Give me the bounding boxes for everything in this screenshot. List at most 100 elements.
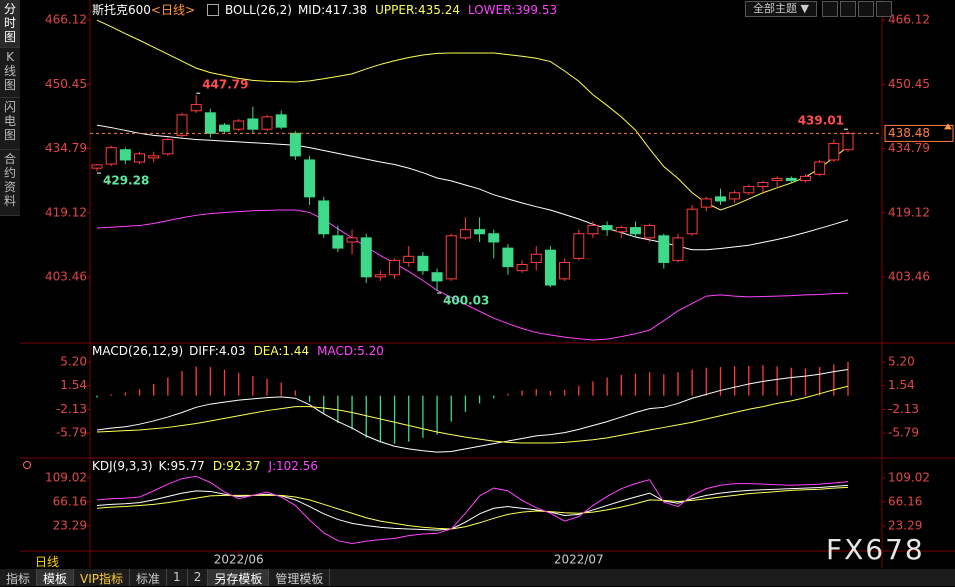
indicator-line — [96, 486, 849, 530]
candle-body — [573, 233, 585, 259]
tool-button[interactable]: 模板 — [37, 569, 75, 586]
candle-body — [644, 225, 656, 239]
toolbar: 指标 模板 VIP指标 标准 1 2 另存模板 管理模板 — [0, 569, 955, 586]
legend-entry: UPPER:435.24 — [375, 2, 460, 17]
legend-entry: D:92.37 — [212, 459, 261, 473]
candle-body — [261, 116, 273, 130]
candle-body — [587, 225, 599, 235]
tab-contract[interactable]: 合约资料 — [0, 150, 20, 216]
candle-body — [785, 177, 797, 181]
candle-body — [134, 153, 146, 163]
main-legend: 斯托克600 <日线> BOLL(26,2) MID:417.38 UPPER:4… — [92, 1, 557, 18]
y-tick-label: 419.12 — [888, 205, 930, 219]
indicator-line — [96, 475, 849, 545]
legend-entry: MID:417.38 — [297, 2, 368, 17]
tool-button[interactable]: 管理模板 — [269, 569, 331, 586]
x-tick-label: 2022/06 — [214, 553, 264, 567]
legend-entry: DEA:1.44 — [253, 344, 310, 358]
y-tick-label: 403.46 — [888, 269, 930, 283]
candle-body — [304, 159, 316, 198]
tool-button[interactable]: 指标 — [0, 569, 38, 586]
candle-body — [757, 182, 769, 188]
candle-body — [530, 253, 542, 263]
candle-body — [374, 274, 386, 278]
series-legend: K:95.77 D:92.37 J:102.56 — [159, 459, 318, 473]
candle-body — [516, 264, 528, 272]
theme-select[interactable]: 全部主题 ▼ — [745, 1, 817, 17]
macd-title: MACD(26,12,9) — [92, 344, 184, 358]
y-tick-label: 403.46 — [45, 269, 87, 283]
last-price-box — [884, 124, 954, 142]
y-tick-label: 434.79 — [45, 141, 87, 155]
candle-body — [474, 229, 486, 235]
candle-body — [346, 237, 358, 243]
icon-button[interactable] — [840, 1, 856, 17]
annotation: 400.03 — [443, 294, 489, 308]
candle-body — [204, 112, 216, 134]
period-label[interactable]: 日线 — [35, 555, 60, 569]
candle-body — [162, 138, 174, 155]
candle-body — [686, 208, 698, 235]
candle-body — [502, 247, 514, 268]
y-tick-label: -5.79 — [56, 426, 87, 440]
y-tick-label: 66.16 — [888, 494, 922, 508]
candle-body — [233, 120, 245, 130]
tool-button[interactable]: VIP指标 — [74, 569, 131, 586]
tab-flash[interactable]: 闪电图 — [0, 98, 20, 150]
candle-body — [190, 104, 202, 112]
legend-entry: J:102.56 — [268, 459, 319, 473]
candle-body — [799, 175, 811, 181]
indicator-line — [96, 19, 849, 211]
candle-body — [332, 235, 344, 249]
tool-button[interactable]: 2 — [188, 569, 209, 586]
candle-body — [488, 233, 500, 243]
boll-icon[interactable] — [207, 3, 220, 16]
series-legend: MID:417.38 UPPER:435.24 LOWER:399.53 — [298, 3, 557, 17]
y-tick-label: 466.12 — [45, 13, 87, 27]
price-arrow — [944, 123, 952, 130]
indicator-line — [96, 368, 849, 453]
annotation: 447.79 — [202, 78, 248, 92]
kdj-legend: KDJ(9,3,3) K:95.77 D:92.37 J:102.56 — [92, 459, 318, 473]
icon-button[interactable] — [876, 1, 892, 17]
indicator-line — [96, 484, 849, 531]
legend-entry: DIFF:4.03 — [189, 344, 246, 358]
candle-body — [743, 186, 755, 194]
annotation: 429.28 — [103, 174, 149, 188]
candle-body — [389, 259, 401, 276]
y-tick-label: 5.20 — [888, 354, 915, 368]
tool-button[interactable]: 1 — [167, 569, 188, 586]
indicator: BOLL(26,2) — [225, 2, 292, 17]
icon-button[interactable] — [822, 1, 838, 17]
candle-body — [403, 255, 415, 263]
theme-text: 全部主题 — [753, 2, 798, 15]
y-tick-label: 450.45 — [45, 77, 87, 91]
legend-entry: MACD:5.20 — [317, 344, 384, 358]
candle-body — [629, 227, 641, 235]
candle-body — [729, 192, 741, 200]
candle-body — [417, 255, 429, 272]
candle-body — [105, 147, 117, 165]
last-price-label: 438.48 — [888, 126, 930, 140]
candle-body — [148, 155, 160, 159]
y-tick-label: 450.45 — [888, 77, 930, 91]
y-tick-label: 23.29 — [53, 518, 87, 532]
candle-body — [672, 237, 684, 261]
candle-body — [176, 114, 188, 136]
candle-body — [459, 229, 471, 239]
y-tick-label: -2.13 — [56, 402, 87, 416]
candle-body — [275, 114, 287, 128]
candle-body — [700, 198, 712, 208]
y-tick-label: 434.79 — [888, 141, 930, 155]
y-tick-label: 23.29 — [888, 518, 922, 532]
tab-kline[interactable]: K线图 — [0, 48, 20, 98]
tab-timeshare[interactable]: 分时图 — [0, 0, 20, 48]
y-tick-label: 419.12 — [45, 205, 87, 219]
y-tick-label: 1.54 — [60, 378, 87, 392]
indicator-line — [96, 124, 849, 251]
icon-button[interactable] — [858, 1, 874, 17]
tool-button[interactable]: 标准 — [130, 569, 168, 586]
tool-button[interactable]: 另存模板 — [208, 569, 270, 586]
